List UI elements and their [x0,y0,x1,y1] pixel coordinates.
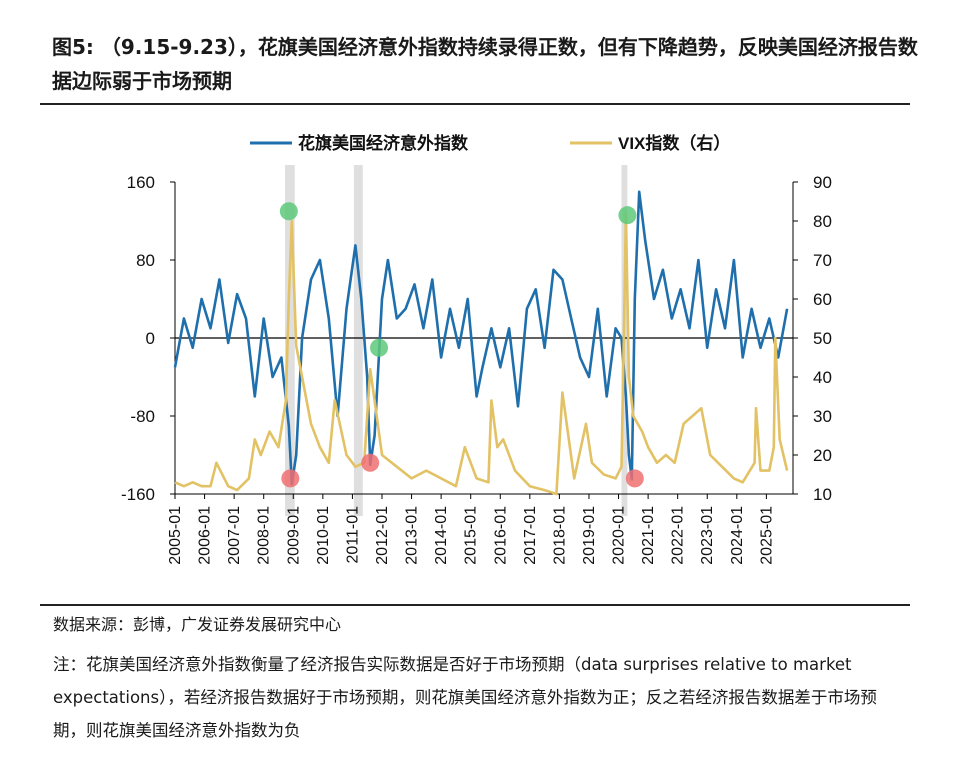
highlight-marker-6 [625,469,644,488]
left-tick-label: -160 [121,485,155,504]
data-source: 数据来源：彭博，广发证券发展研究中心 [53,615,342,634]
chart-note: 注：花旗美国经济意外指数衡量了经济报告实际数据是否好于市场预期（data sur… [53,655,877,740]
vix-line [174,211,789,496]
x-tick-label: 2009-01 [285,506,302,565]
right-tick-label: 60 [813,290,832,309]
left-tick-label: -80 [130,407,155,426]
highlight-marker-2 [281,469,300,488]
right-tick-label: 70 [813,251,832,270]
highlight-marker-3 [361,453,380,472]
left-tick-label: 80 [136,251,155,270]
x-tick-label: 2011-01 [344,506,361,564]
figure-number: 图5: [52,35,94,59]
left-tick-label: 160 [127,173,155,192]
right-tick-label: 10 [813,485,832,504]
x-tick-label: 2008-01 [256,506,273,565]
figure-title-text: （9.15-9.23），花旗美国经济意外指数持续录得正数，但有下降趋势，反映美国… [52,35,918,93]
x-tick-label: 2018-01 [551,506,568,565]
right-tick-label: 90 [813,173,832,192]
shaded-period-2 [353,165,363,516]
x-tick-label: 2021-01 [640,506,657,565]
x-tick-label: 2020-01 [611,506,628,565]
right-tick-label: 50 [813,329,832,348]
right-tick-label: 40 [813,368,832,387]
x-tick-label: 2013-01 [404,506,421,565]
x-tick-label: 2024-01 [729,506,746,565]
top-rule [40,103,910,105]
legend-label-2: VIX指数（右） [618,133,730,153]
shaded-period-1 [284,165,295,516]
x-tick-label: 2012-01 [374,506,391,565]
highlight-marker-5 [618,206,637,225]
chart: 160 80 0 -80 -160 90 80 70 60 50 40 30 20 10 2005-01 20… [121,133,832,565]
right-tick-label: 80 [813,212,832,231]
citi-surprise-line [173,190,789,486]
x-tick-label: 2006-01 [197,506,214,565]
left-tick-label: 0 [146,329,155,348]
highlight-marker-1 [279,202,298,221]
x-tick-label: 2016-01 [492,506,509,565]
legend-label-1: 花旗美国经济意外指数 [298,133,469,153]
right-tick-label: 30 [813,407,832,426]
x-tick-label: 2023-01 [699,506,716,565]
x-tick-label: 2019-01 [581,506,598,565]
x-tick-label: 2015-01 [463,506,480,565]
x-tick-label: 2005-01 [167,506,184,565]
x-tick-label: 2022-01 [670,506,687,565]
x-tick-label: 2025-01 [758,506,775,565]
highlight-marker-4 [370,338,389,357]
x-tick-label: 2010-01 [315,506,332,565]
x-tick-label: 2014-01 [433,506,450,565]
right-tick-label: 20 [813,446,832,465]
bottom-rule [40,604,910,606]
x-tick-label: 2007-01 [226,506,243,565]
x-tick-label: 2017-01 [522,506,539,565]
figure-title: 图5: （9.15-9.23），花旗美国经济意外指数持续录得正数，但有下降趋势，… [52,30,922,98]
